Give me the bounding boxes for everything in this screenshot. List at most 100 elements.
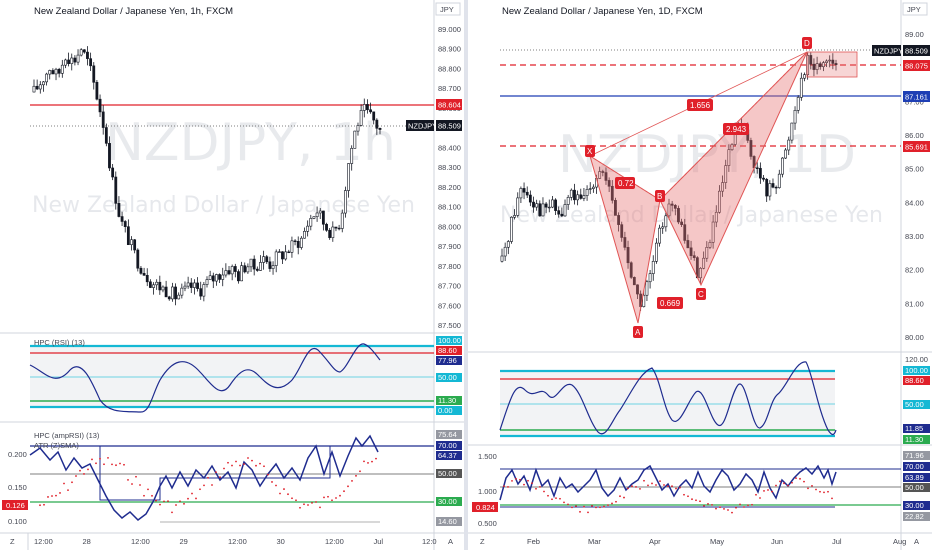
right-atr-dot xyxy=(547,494,549,497)
right-candle-body xyxy=(815,63,819,70)
right-atr-dot xyxy=(523,483,525,486)
left-atr-dot xyxy=(139,484,141,486)
right-candle-body xyxy=(510,216,513,242)
left-candle-body xyxy=(45,73,48,83)
right-candle-body xyxy=(528,194,532,203)
left-price-tick: 88.800 xyxy=(438,64,461,73)
left-candle-body xyxy=(193,282,196,288)
left-candle-body xyxy=(114,176,118,204)
left-atr-dot xyxy=(267,473,269,476)
right-time-label: Jul xyxy=(832,537,842,546)
right-atr-dot xyxy=(623,496,625,499)
left-atr-dot xyxy=(95,462,97,465)
left-atr-dot xyxy=(279,492,281,495)
right-candle-body xyxy=(721,182,724,192)
left-candle-body xyxy=(117,203,121,217)
right-candle-body xyxy=(636,284,639,295)
right-candle-body xyxy=(708,242,712,248)
left-candle-body xyxy=(164,286,168,298)
left-chart[interactable]: NZDJPY, 1h New Zealand Dollar / Japanese… xyxy=(0,0,464,550)
right-amp-tag-4: 30.00 xyxy=(905,501,924,510)
right-atr-dot xyxy=(707,502,709,505)
right-amp-tag-2: 63.89 xyxy=(905,473,924,482)
right-atr-dot xyxy=(675,487,677,490)
left-rsi-pane[interactable]: HPC (RSI) (13) 100.00 88.60 77.96 50.00 … xyxy=(29,336,462,415)
left-candle-body xyxy=(233,266,237,272)
left-atr-dot xyxy=(303,503,305,506)
left-time-axis[interactable]: 12:00 28 12:00 29 12:00 30 12:00 Jul 12:0 xyxy=(34,537,437,546)
left-price-tick: 89.000 xyxy=(438,25,461,34)
left-atr-dot xyxy=(319,506,321,509)
left-atr-dot xyxy=(215,471,217,474)
chart-splitter[interactable] xyxy=(464,0,468,550)
left-amp-tag-0: 75.64 xyxy=(438,430,457,439)
right-atr-dot xyxy=(643,479,645,482)
left-candle-body xyxy=(240,265,244,282)
left-candle-body xyxy=(340,212,344,229)
left-atr-dot xyxy=(251,459,253,462)
left-rsi-tag-4-bg xyxy=(436,396,462,405)
left-atr-dot xyxy=(119,462,121,465)
left-atr-dot xyxy=(179,500,181,503)
right-candle-body xyxy=(724,165,728,183)
left-atr-dot xyxy=(163,500,165,503)
left-atr-dot xyxy=(339,494,341,497)
right-atr-dot xyxy=(787,484,789,487)
left-candle-body xyxy=(252,258,256,270)
left-atr-dot xyxy=(231,464,233,467)
left-candle-body xyxy=(318,210,322,214)
right-atr-dot xyxy=(511,479,513,482)
left-atr-dot xyxy=(103,463,105,466)
right-candle-body xyxy=(557,210,561,215)
left-atr-dot xyxy=(363,460,365,463)
right-rsi-tag-3: 50.00 xyxy=(905,400,924,409)
left-amp-tag-0-bg xyxy=(436,430,462,439)
left-candle-body xyxy=(111,167,115,178)
left-candle-body xyxy=(237,271,240,282)
right-atr-dot xyxy=(507,486,509,488)
right-candle-body xyxy=(664,215,668,228)
left-time-label: 12:00 xyxy=(228,537,247,546)
left-candle-body xyxy=(309,218,313,227)
left-atr-dot xyxy=(167,500,169,503)
right-tag-88075-bg xyxy=(903,60,930,71)
right-atr-dot xyxy=(651,482,653,485)
left-rsi-tag-2: 77.96 xyxy=(438,356,457,365)
right-corner-a[interactable]: A xyxy=(914,537,919,546)
left-candle-body xyxy=(211,275,215,282)
right-candle-body xyxy=(566,196,570,205)
right-candle-body xyxy=(576,194,580,201)
left-corner-a[interactable]: A xyxy=(448,537,453,546)
right-atr-dot xyxy=(771,490,773,493)
right-rsi-pane[interactable]: 120.00 100.00 88.60 50.00 11.85 11.30 xyxy=(499,355,930,444)
left-candle-body xyxy=(243,265,247,273)
left-amp-pane[interactable]: HPC (ampRSI) (13) ATR (Z)SMA) 0.200 0.15… xyxy=(2,430,462,526)
left-candle-body xyxy=(82,49,86,53)
left-corner-z[interactable]: Z xyxy=(10,537,15,546)
right-candle-body xyxy=(730,144,734,150)
target-zone-box[interactable] xyxy=(806,51,858,78)
right-amp-pane[interactable]: 1.500 1.000 0.824 0.500 71.96 70.00 63.8… xyxy=(472,451,930,528)
right-time-label: Feb xyxy=(527,537,540,546)
right-candle-body xyxy=(614,200,617,216)
left-candle-body xyxy=(208,275,212,280)
right-chart[interactable]: NZDJPY, 1D New Zealand Dollar / Japanese… xyxy=(468,0,932,550)
left-time-label: 12:0 xyxy=(422,537,437,546)
right-time-label: Apr xyxy=(649,537,661,546)
right-candle-body xyxy=(765,178,769,197)
left-candle-body xyxy=(186,282,190,287)
right-corner-z[interactable]: Z xyxy=(480,537,485,546)
left-candle-body xyxy=(145,274,149,283)
left-price-tick: 88.000 xyxy=(438,222,461,231)
right-amp-tick-2-bg xyxy=(472,502,498,512)
right-atr-dot xyxy=(611,502,613,505)
right-rsi-tag-2-bg xyxy=(903,376,930,385)
left-candle-body xyxy=(315,212,319,217)
left-atr-dot xyxy=(143,494,145,497)
right-candle-body xyxy=(503,246,507,257)
right-atr-dot xyxy=(567,503,569,506)
left-atr-dot xyxy=(135,475,137,478)
right-time-axis[interactable]: Feb Mar Apr May Jun Jul Aug xyxy=(527,537,906,546)
harmonic-pattern[interactable]: X A B C D 0.72 0.669 1.656 2.943 xyxy=(585,37,858,338)
left-candle-body xyxy=(70,57,74,64)
